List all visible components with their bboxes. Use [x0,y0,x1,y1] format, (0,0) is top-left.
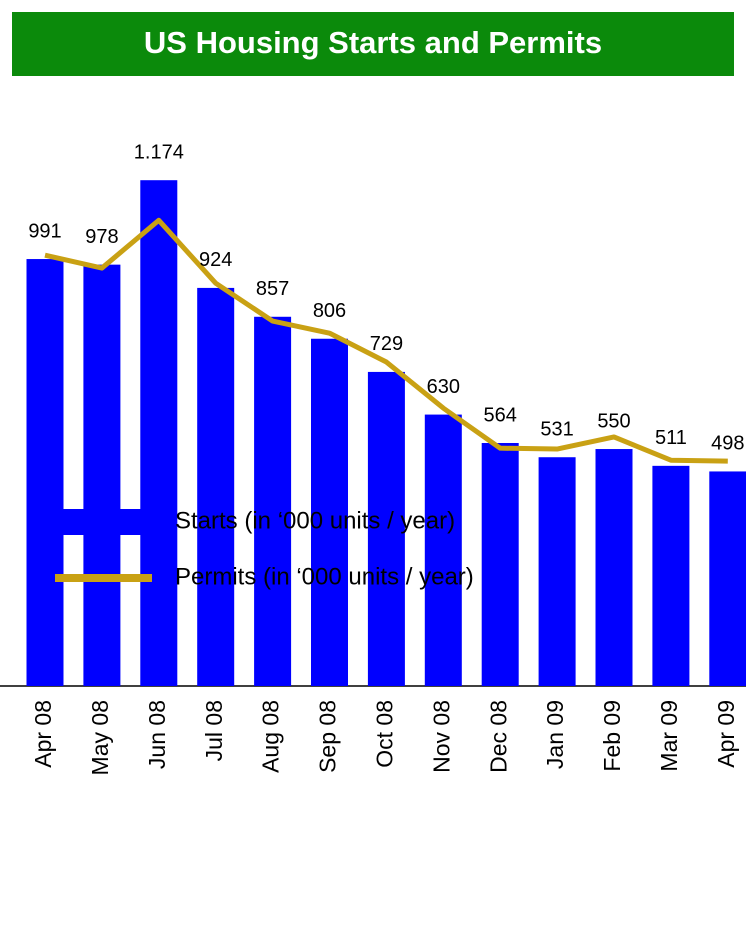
data-label: 498 [711,433,744,455]
x-tick-label: Apr 09 [713,700,739,768]
x-tick-label: Oct 08 [371,700,397,768]
bar [652,465,690,686]
data-label: 978 [85,226,118,248]
bar [367,371,405,686]
data-label: 924 [199,249,232,271]
data-label: 511 [655,427,687,449]
bar [595,449,633,686]
chart-title: US Housing Starts and Permits [144,25,602,60]
x-tick-label: May 08 [87,700,113,775]
bar [254,316,292,686]
x-tick-label: Sep 08 [315,700,341,773]
data-label: 857 [256,278,289,300]
x-tick-label: Apr 08 [30,700,56,768]
x-tick-label: Jun 08 [144,700,170,769]
bar [709,471,746,686]
x-tick-label: Jul 08 [201,700,227,761]
data-label: 1.174 [134,141,184,163]
legend-label: Starts (in ‘000 units / year) [175,507,455,534]
bar [197,287,235,686]
bar [26,259,64,686]
x-tick-label: Nov 08 [428,700,454,773]
legend-swatch [55,509,152,535]
x-tick-label: Feb 09 [599,700,625,772]
bar [538,457,576,686]
data-label: 531 [540,419,573,441]
bar [140,180,178,686]
data-label: 630 [427,376,460,398]
data-label: 806 [313,300,346,322]
bar [83,264,121,686]
data-label: 729 [370,333,403,355]
bar [481,443,519,686]
bar [424,414,462,686]
x-tick-label: Dec 08 [485,700,511,773]
bar [311,338,348,686]
data-label: 550 [597,410,630,432]
title-banner [12,12,734,76]
x-tick-label: Aug 08 [258,700,284,773]
data-label: 564 [484,404,517,426]
permits-line [44,217,728,464]
legend-label: Permits (in ‘000 units / year) [175,563,474,590]
data-label: 991 [28,220,61,242]
x-tick-label: Mar 09 [656,700,682,772]
x-tick-label: Jan 09 [542,700,568,769]
